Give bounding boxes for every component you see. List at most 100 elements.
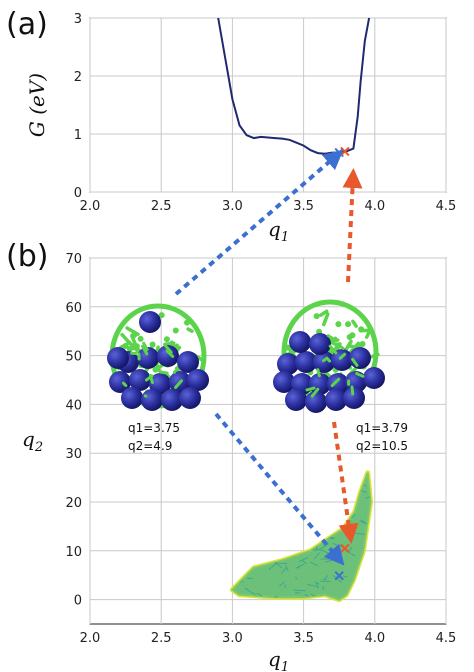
density-mesh-line — [285, 564, 289, 572]
density-mesh-line — [360, 490, 367, 493]
panel-b-xtick-label: 4.5 — [436, 631, 457, 646]
panel-a-xtick-label: 2.0 — [80, 199, 101, 214]
density-mesh-line — [279, 510, 283, 515]
density-mesh-line — [295, 523, 307, 530]
cluster-right-front-bond — [355, 371, 365, 378]
cluster-left-front-bond — [142, 341, 149, 351]
panel-b-ytick-label: 0 — [74, 594, 82, 609]
panel-b-ylabel-sub: 2 — [34, 440, 43, 455]
cluster-left-metal-atom — [139, 311, 161, 333]
density-mesh-line — [347, 504, 353, 507]
density-mesh-line — [315, 583, 319, 589]
annotation-right-line1: q1=3.79 — [356, 421, 408, 435]
panel-b-gridlines — [89, 257, 447, 624]
density-mesh-line — [358, 596, 364, 600]
cluster-left-front-bond — [128, 346, 138, 351]
cluster-right-cage-bond — [322, 312, 330, 327]
panel-a-ytick-label: 0 — [74, 186, 82, 201]
cluster-right-front-bond — [330, 377, 341, 388]
density-mesh-line — [302, 560, 307, 565]
blue-arrow-to-panel-a — [174, 149, 344, 296]
panel-b-ytick-label: 10 — [65, 545, 82, 560]
density-mesh-line — [307, 473, 312, 479]
blue-arrow-to-panel-b — [214, 412, 345, 566]
cluster-right-metal-atom — [289, 331, 311, 353]
cluster-right-metal-atom — [285, 389, 307, 411]
cluster-left-cage-atom — [152, 366, 159, 373]
density-mesh-line — [306, 488, 316, 495]
cluster-right-front-bond — [322, 357, 327, 363]
density-mesh-line — [299, 525, 310, 529]
density-mesh-line — [344, 515, 347, 522]
annotation-left-line2: q2=4.9 — [128, 439, 172, 453]
density-mesh-line — [348, 551, 356, 557]
density-mesh-line — [279, 581, 285, 587]
cluster-right-cage-bond — [351, 319, 358, 328]
cluster-left-metal-atom — [121, 387, 143, 409]
density-mesh-line — [332, 511, 341, 516]
panel-a-xlabel: q1 — [268, 217, 289, 245]
density-mesh-line — [349, 504, 352, 511]
cluster-left-image — [107, 303, 209, 411]
cluster-left-cage-bond — [120, 332, 133, 346]
density-mesh-line — [284, 584, 286, 589]
density-mesh-line — [232, 472, 237, 476]
density-mesh-line — [284, 482, 292, 489]
cluster-right-metal-atom — [309, 373, 331, 395]
cluster-right-image — [273, 299, 385, 413]
density-mesh-line — [291, 492, 294, 494]
cluster-left-cage-bond — [186, 327, 194, 333]
panel-b-ytick-label: 40 — [65, 398, 82, 413]
density-mesh-line — [238, 546, 244, 550]
cluster-left-metal-atom — [187, 369, 209, 391]
panel-a-plot: 2.0 2.5 3.0 3.5 4.0 4.5 0 1 2 3 q1 G (eV) — [25, 12, 456, 245]
density-mesh-line — [236, 527, 242, 532]
panel-b-ytick-label: 60 — [65, 301, 82, 316]
panel-b-plot: 2.0 2.5 3.0 3.5 4.0 4.5 0 10 20 30 40 50 60 70 q1 q2 — [22, 252, 456, 672]
density-mesh-line — [316, 488, 324, 495]
panel-b-label: (b) — [6, 239, 48, 274]
cluster-right-metal-atom — [309, 333, 331, 355]
density-mesh-line — [351, 479, 356, 486]
density-mesh-line — [285, 546, 299, 551]
panel-b-marker-x — [334, 570, 344, 581]
cluster-left-front-bond — [174, 379, 183, 390]
density-mesh-line — [365, 494, 371, 499]
density-mesh-line — [360, 519, 366, 523]
cluster-right-cage-bond — [364, 326, 373, 339]
density-mesh-line — [275, 562, 283, 569]
density-mesh-line — [245, 560, 259, 563]
density-mesh-line — [363, 560, 371, 564]
panel-a-ytick-label: 1 — [74, 128, 82, 143]
panel-a-series-line — [217, 17, 371, 155]
orange-arrow-to-panel-a — [342, 168, 363, 283]
panel-a-ylabel: G (eV) — [25, 73, 49, 137]
panel-b-ylabel: q2 — [22, 427, 43, 455]
cluster-right-metal-atom — [363, 367, 385, 389]
cluster-right-front-bond — [328, 344, 338, 355]
panel-b-density-cloud — [229, 470, 373, 603]
cluster-left-metal-atom — [107, 347, 129, 369]
density-mesh-line — [248, 538, 262, 544]
panel-b-xtick-label: 3.5 — [293, 631, 314, 646]
density-mesh-line — [255, 498, 259, 501]
cluster-left-front-bond — [122, 381, 128, 388]
cluster-left-cage-atom — [122, 343, 129, 350]
density-mesh-line — [298, 557, 309, 562]
density-mesh-line — [244, 587, 256, 596]
cluster-right-cage-bond — [319, 309, 329, 317]
density-mesh-line — [280, 529, 294, 535]
cluster-right-front-bond — [350, 385, 355, 396]
cluster-left-front-bond — [144, 374, 154, 382]
density-mesh-line — [346, 472, 354, 476]
cluster-right-metal-atom — [343, 387, 365, 409]
density-mesh-line — [258, 478, 266, 483]
density-mesh-line — [254, 472, 257, 475]
cluster-left-front-bond — [158, 370, 169, 375]
density-mesh-line — [269, 501, 280, 510]
panel-b-ytick-label: 50 — [65, 350, 82, 365]
density-mesh-line — [238, 552, 240, 560]
cluster-right-metal-atom — [273, 371, 295, 393]
cluster-left-front-bond — [163, 344, 173, 354]
